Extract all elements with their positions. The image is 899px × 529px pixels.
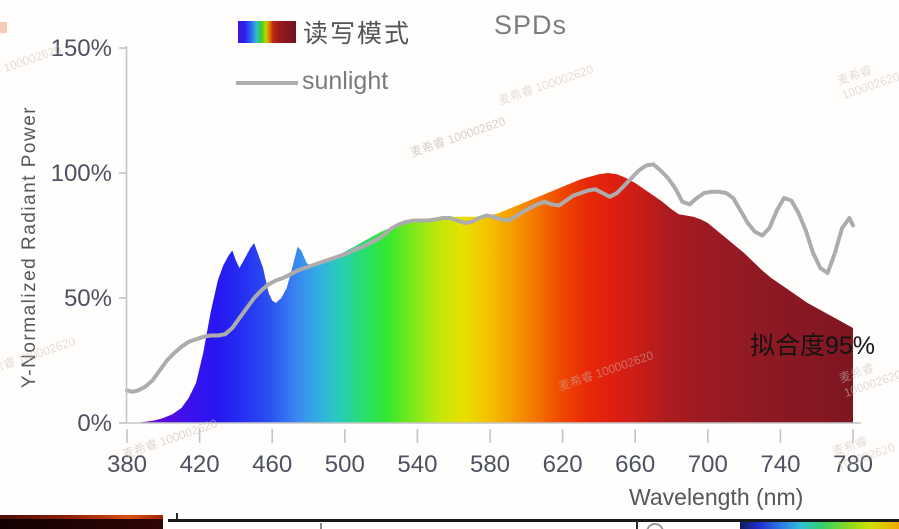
x-tick-label: 740 (760, 451, 800, 478)
bottom-cropped-spectrum-strip (740, 522, 899, 529)
legend-label-sunlight: sunlight (302, 67, 389, 95)
x-tick-label: 420 (180, 451, 220, 478)
bottom-divider-tick-1 (176, 513, 178, 519)
y-tick-label: 100% (51, 160, 112, 187)
bottom-red-gradient-edge (0, 515, 163, 519)
x-tick-label: 780 (833, 451, 873, 478)
chart-title: SPDs (494, 10, 568, 40)
legend-label-reading-mode: 读写模式 (303, 20, 412, 48)
y-axis-title: Y-Normalized Radiant Power (19, 105, 40, 389)
y-axis-ticks: 0% 50% 100% 150% (51, 35, 127, 437)
x-tick-label: 660 (615, 451, 655, 478)
bottom-table-rule (168, 519, 899, 522)
x-tick-label: 460 (252, 451, 292, 478)
y-tick-label: 0% (77, 410, 112, 437)
y-tick-label: 150% (51, 35, 112, 62)
sunlight-curve (125, 162, 855, 394)
x-axis-ticks: 380 420 460 500 540 580 620 660 700 740 780 (107, 429, 873, 478)
x-tick-label: 500 (325, 451, 365, 478)
legend-spectrum-swatch (238, 21, 296, 43)
y-tick-label: 50% (64, 285, 112, 312)
bottom-cropped-red-panel (0, 515, 163, 529)
fit-degree-annotation: 拟合度95% (750, 332, 876, 360)
axis-lines (125, 46, 861, 424)
x-tick-label: 580 (470, 451, 510, 478)
x-tick-label: 380 (107, 451, 147, 478)
x-tick-label: 620 (543, 451, 583, 478)
legend-sunlight-line-swatch (236, 81, 298, 85)
reading-mode-spectrum-area (127, 173, 853, 423)
bottom-divider-tick-3 (636, 521, 638, 529)
edge-artifact (0, 22, 7, 33)
bottom-red-body (0, 519, 163, 529)
x-axis-title: Wavelength (nm) (629, 484, 804, 510)
x-tick-label: 540 (397, 451, 437, 478)
bottom-divider-tick-2 (320, 523, 322, 529)
x-tick-label: 700 (688, 451, 728, 478)
